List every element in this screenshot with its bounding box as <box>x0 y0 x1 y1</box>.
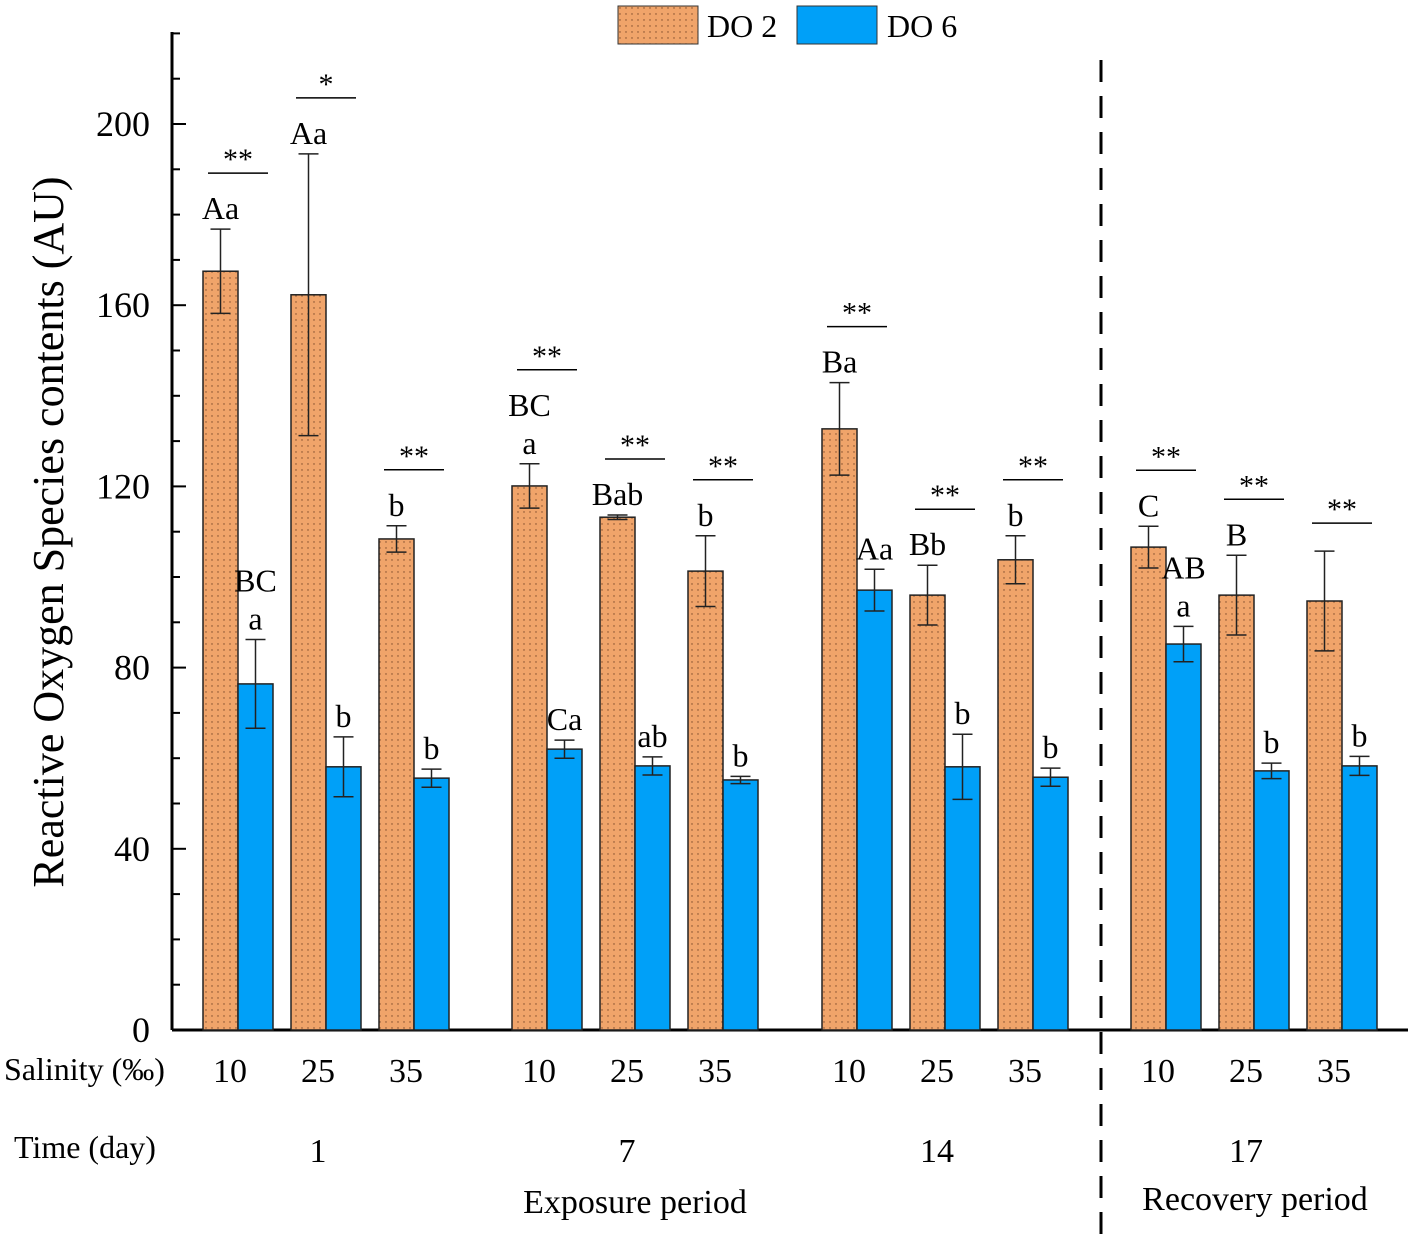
salinity-tick-label: 25 <box>301 1053 335 1090</box>
significance-letter: BC <box>508 387 551 423</box>
significance-letter: b <box>1043 729 1059 765</box>
significance-letter: a <box>248 601 262 637</box>
bar-do6 <box>325 766 362 1031</box>
significance-letter: b <box>389 487 405 523</box>
salinity-row-label: Salinity (‰) <box>4 1051 165 1087</box>
salinity-tick-label: 10 <box>1141 1053 1175 1090</box>
significance-letter: b <box>955 695 971 731</box>
salinity-tick-label: 35 <box>389 1053 423 1090</box>
bar-do6 <box>237 683 274 1031</box>
legend-swatch-do2 <box>617 5 699 45</box>
bar-do2 <box>1130 546 1167 1031</box>
significance-letter: b <box>733 737 749 773</box>
significance-stars: ** <box>1327 493 1357 526</box>
salinity-tick-label: 25 <box>1229 1053 1263 1090</box>
legend-label-do2: DO 2 <box>707 8 777 44</box>
significance-letter: Ba <box>822 344 858 380</box>
significance-letter: b <box>336 698 352 734</box>
significance-letter: a <box>522 425 536 461</box>
significance-letter: b <box>1352 717 1368 753</box>
y-tick-label: 0 <box>132 1010 150 1050</box>
significance-stars: ** <box>620 429 650 462</box>
significance-letter: BC <box>234 563 277 599</box>
significance-stars: ** <box>1151 440 1181 473</box>
bar-do6 <box>413 777 450 1031</box>
legend-label-do6: DO 6 <box>887 8 957 44</box>
salinity-tick-label: 25 <box>610 1053 644 1090</box>
bar-do2 <box>202 270 239 1031</box>
exposure-period-label: Exposure period <box>523 1184 747 1221</box>
bar-do6 <box>944 766 981 1031</box>
bar-do6 <box>856 589 893 1031</box>
bar-do2 <box>511 485 548 1031</box>
day-label: 1 <box>310 1133 327 1170</box>
bar-do2 <box>821 428 858 1031</box>
y-tick-label: 40 <box>114 829 150 869</box>
significance-stars: ** <box>1239 469 1269 502</box>
significance-stars: ** <box>1018 450 1048 483</box>
significance-letter: Aa <box>290 115 327 151</box>
significance-letter: b <box>424 730 440 766</box>
salinity-tick-label: 35 <box>1008 1053 1042 1090</box>
bar-do2 <box>1306 600 1343 1031</box>
bar-do2 <box>687 570 724 1031</box>
legend-swatch-do6 <box>796 5 878 45</box>
significance-stars: ** <box>532 340 562 373</box>
salinity-tick-label: 10 <box>832 1053 866 1090</box>
significance-letter: Ca <box>547 701 583 737</box>
day-label: 14 <box>920 1133 954 1170</box>
salinity-tick-label: 25 <box>920 1053 954 1090</box>
significance-letter: b <box>1264 724 1280 760</box>
significance-letter: C <box>1138 487 1159 523</box>
bar-do2 <box>599 516 636 1031</box>
bar-do6 <box>1341 765 1378 1031</box>
bar-do6 <box>1032 776 1069 1031</box>
significance-stars: ** <box>223 143 253 176</box>
bar-do6 <box>634 765 671 1031</box>
significance-letter: ab <box>637 718 667 754</box>
significance-stars: * <box>319 68 334 101</box>
significance-letter: Bab <box>592 476 644 512</box>
significance-stars: ** <box>399 440 429 473</box>
y-tick-label: 200 <box>96 104 150 144</box>
day-label: 17 <box>1229 1133 1263 1170</box>
significance-stars: ** <box>930 479 960 512</box>
significance-letter: AB <box>1161 549 1205 585</box>
salinity-tick-label: 35 <box>698 1053 732 1090</box>
bar-do6 <box>722 779 759 1031</box>
salinity-tick-label: 35 <box>1317 1053 1351 1090</box>
time-row-label: Time (day) <box>14 1129 156 1165</box>
y-tick-label: 160 <box>96 285 150 325</box>
bar-do2 <box>909 594 946 1031</box>
significance-letter: a <box>1176 587 1190 623</box>
bar-do2 <box>378 538 415 1031</box>
y-tick-label: 80 <box>114 648 150 688</box>
day-label: 7 <box>619 1133 636 1170</box>
bar-do6 <box>1253 770 1290 1031</box>
bar-do6 <box>1165 643 1202 1031</box>
bar-do6 <box>546 748 583 1031</box>
recovery-period-label: Recovery period <box>1142 1181 1368 1218</box>
significance-letter: Aa <box>202 190 239 226</box>
significance-letter: Bb <box>909 526 946 562</box>
significance-letter: B <box>1226 516 1247 552</box>
bar-do2 <box>997 559 1034 1031</box>
bar-do2 <box>1218 594 1255 1031</box>
significance-letter: b <box>698 497 714 533</box>
salinity-tick-label: 10 <box>213 1053 247 1090</box>
y-tick-label: 120 <box>96 466 150 506</box>
bar-do2 <box>290 294 327 1031</box>
salinity-tick-label: 10 <box>522 1053 556 1090</box>
significance-letter: Aa <box>856 530 893 566</box>
significance-stars: ** <box>708 450 738 483</box>
significance-letter: b <box>1008 497 1024 533</box>
y-axis-label: Reactive Oxygen Species contents (AU) <box>24 176 73 887</box>
significance-stars: ** <box>842 297 872 330</box>
